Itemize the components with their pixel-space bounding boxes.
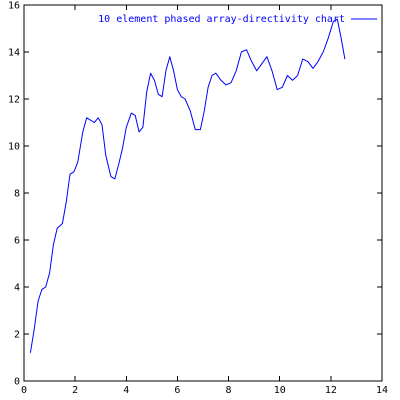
y-tick-label: 16 xyxy=(8,1,20,12)
x-axis: 0 2 4 6 8 10 12 14 xyxy=(21,5,388,396)
plot-frame xyxy=(23,4,383,382)
plot-border xyxy=(23,4,383,382)
y-tick-label: 2 xyxy=(14,330,20,341)
x-tick-label: 4 xyxy=(123,385,129,396)
x-tick-label: 12 xyxy=(325,385,337,396)
series-line xyxy=(29,18,346,353)
y-tick-label: 6 xyxy=(14,236,20,247)
x-tick-label: 2 xyxy=(72,385,78,396)
legend-label: 10 element phased array-directivity char… xyxy=(98,14,345,25)
y-tick-label: 14 xyxy=(8,48,20,59)
legend: 10 element phased array-directivity char… xyxy=(98,14,377,25)
x-tick-label: 10 xyxy=(274,385,286,396)
x-tick-label: 14 xyxy=(376,385,388,396)
y-tick-label: 0 xyxy=(14,377,20,388)
y-tick-label: 12 xyxy=(8,95,20,106)
x-tick-label: 6 xyxy=(174,385,180,396)
y-axis: 0 2 4 6 8 10 12 14 16 xyxy=(8,1,382,388)
x-tick-label: 8 xyxy=(226,385,232,396)
x-tick-label: 0 xyxy=(21,385,27,396)
y-tick-label: 10 xyxy=(8,142,20,153)
series-lines xyxy=(29,18,346,353)
y-tick-label: 4 xyxy=(14,283,20,294)
y-tick-label: 8 xyxy=(14,189,20,200)
